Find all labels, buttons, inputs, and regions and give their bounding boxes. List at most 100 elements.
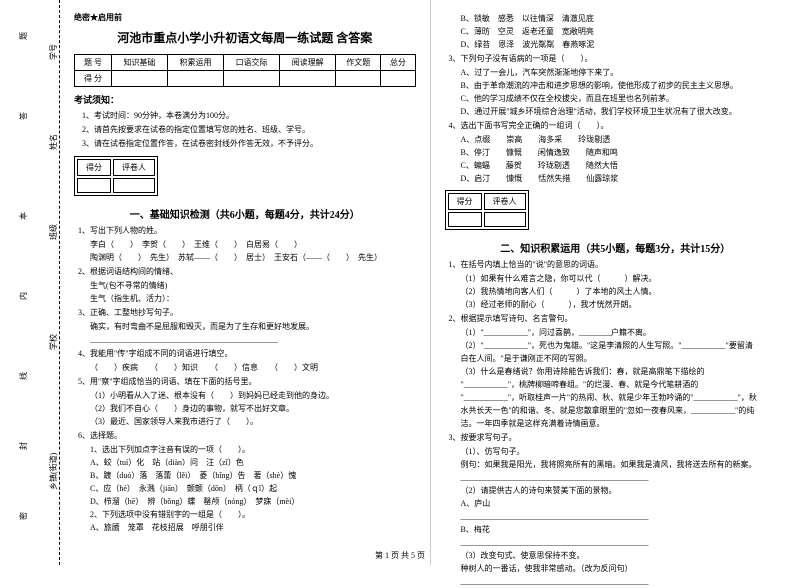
td-blank-3[interactable] [224,71,280,87]
td-blank-4[interactable] [280,71,336,87]
q6d: C、应（hé） 永溅（jiān） 颤颤（dōn） 柄（ｑǐ）起 [90,483,416,495]
sb-blank-1[interactable] [77,178,111,193]
rq3: 3、下列句子没有语病的一项是（ ）。 [445,53,787,65]
td-blank-1[interactable] [111,71,167,87]
sb-blank-2[interactable] [113,178,155,193]
p2q2g: 水共长天一色"的和谐、冬、就是您散拿眼里的"忽如一夜春风来，__________… [461,405,787,417]
q3a: 确实，有时弯曲不是屈服和毁灭，而是为了生存和更好地发展。 [90,321,416,333]
sb2-blank-1[interactable] [448,212,482,227]
q5b: （2）我们不自心（ ）身边的事物，就写不出好文章。 [90,403,416,415]
exam-title: 河池市重点小学小升初语文每周一练试题 含答案 [74,29,416,46]
scorebox-2: 得分评卷人 [445,190,529,230]
td-score: 得 分 [75,71,112,87]
p2q3b: 例句：如果我是阳光，我将照亮所有的黑暗。如果我是清风，我将送去所有的新案。 [461,459,787,471]
seal-char-7: 密 [18,512,29,520]
p2q2h: 洁。一年四季就是这样充满着诗情画意。 [461,418,787,430]
p2q2: 2、根据提示填写诗句、名言警句。 [445,313,787,325]
notice-3: 3、请在试卷指定位置作答，在试卷密封线外作答无效，不予评分。 [74,138,416,149]
p2q1b: （2）我热情地向客人们（ ）了本地的风土人情。 [461,286,787,298]
p2q2c: 白在人间。"是于谦刚正不阿的写照。 [461,353,787,365]
th-accum: 积累运用 [167,55,223,71]
q2b: 生气（指生机、活力）： [90,293,416,305]
q5: 5、用"察"字组成恰当的词语、填在下面的括号里。 [74,376,416,388]
p2q3g: B、梅花 [461,524,787,536]
th-num: 题 号 [75,55,112,71]
sb2-grader: 评卷人 [484,193,526,210]
rq4b: B、停汀 慷慨 闲情逸致 随声和鸣 [461,147,787,159]
margin-label-id: 学号 [48,44,59,60]
rq3d: D、通过开展"城乡环境综合治理"活动，我们学校环境卫生状况有了很大改变。 [461,106,787,118]
q6e: D、栉溜（hē） 辨（bǒng）蝶 罄颅（nóng） 梦寐（mèi） [90,496,416,508]
rq4a: A、点缀 崇高 海多采 玲珑剔透 [461,134,787,146]
rq4: 4、选出下面书写完全正确的一组词（ ）。 [445,120,787,132]
part2-title: 二、知识积累运用（共5小题，每题3分，共计15分） [445,240,787,255]
p2q3a: （1）、仿写句子。 [461,446,787,458]
th-basic: 知识基础 [111,55,167,71]
rq3c: C、他的学习成绩不仅在全校拔尖，而且在班里也名列前茅。 [461,93,787,105]
td-blank-2[interactable] [167,71,223,87]
q6c: B、踱（duó）落 落蕾（lěi） 菱（bǐng）告 著（shè）愧 [90,470,416,482]
rd: D、绿苔 恩泽 波光粼粼 春燕啄泥 [461,39,787,51]
sb2-score: 得分 [448,193,482,210]
margin-label-town: 乡镇(街道) [48,453,59,490]
th-read: 阅读理解 [280,55,336,71]
secret-label: 绝密★启用前 [74,12,416,23]
rq3a: A、过了一会儿，汽车突然渐渐地停下来了。 [461,67,787,79]
margin-label-class: 班级 [48,224,59,240]
p2q2d: （3）什么是春绪说？你用诗除能告诉我们：春，就是高鼎笔下描绘的 [461,366,787,378]
q1b: 陶渊明（ ） 先生） 苏轼——（ ） 居士） 王安石（——（ ） 先生） [90,252,416,264]
td-blank-5[interactable] [336,71,381,87]
q6b: A、蛟（tuí）化 站（diàn）问 汪（zǐ）色 [90,457,416,469]
rq4d: D、启汀 慷慨 恬然失措 仙露琼浆 [461,173,787,185]
p2q3h: ________________________________________… [461,537,787,549]
notice-2: 2、请首先按要求在试卷的指定位置填写您的姓名、班级、学号。 [74,124,416,135]
p2q2f: "___________"，听取桂声一片"的热闹、秋、就是少年王勃吟诵的"___… [461,392,787,404]
q6g: A、旅靥 笼罩 花枝招展 呼朋引伴 [90,522,416,534]
th-total: 总分 [381,55,415,71]
p2q3f: ________________________________________… [461,511,787,523]
score-header-row: 题 号 知识基础 积累运用 口语交际 阅读理解 作文题 总分 [75,55,416,71]
p2q2b: （2）"___________"，死也为鬼雄。"这是李清照的人生写照。"____… [461,340,787,352]
seal-char-2: 答 [18,112,29,120]
score-table: 题 号 知识基础 积累运用 口语交际 阅读理解 作文题 总分 得 分 [74,54,416,87]
p2q1c: （3）经过老师的耐心（ ），我才恍然开朗。 [461,299,787,311]
notice-title: 考试须知： [74,93,416,106]
part1-title: 一、基础知识检测（共6小题，每题4分，共计24分） [74,206,416,221]
p2q2a: （1）"___________"，问过喜鹊，________户籍不离。 [461,327,787,339]
seal-char-4: 内 [18,292,29,300]
q4a: （ ）疾病 （ ）知识 （ ）信息 （ ）文明 [90,362,416,374]
p2q3e: A、庐山 [461,498,787,510]
q5a: （1）小明看从入了迷、根本没有（ ）到妈妈已经走到他的身边。 [90,390,416,402]
q2: 2、根据词语结构间的情绪、 [74,266,416,278]
seal-char-3: 本 [18,212,29,220]
q5c: （3）最近、国家领导人来我市进行了（ ）。 [90,416,416,428]
page-container: 学号 姓名 班级 学校 乡镇(街道) 题 答 本 内 线 封 密 绝密★启用前 … [0,0,800,565]
q3b: ________________________________________… [90,334,416,346]
binding-margin: 学号 姓名 班级 学校 乡镇(街道) 题 答 本 内 线 封 密 [0,0,60,565]
content-area: 绝密★启用前 河池市重点小学小升初语文每周一练试题 含答案 题 号 知识基础 积… [60,0,800,565]
notice-1: 1、考试时间：90分钟，本卷满分为100分。 [74,110,416,121]
td-blank-6[interactable] [381,71,415,87]
q3: 3、正确、工整地抄写句子。 [74,307,416,319]
sb-grader: 评卷人 [113,159,155,176]
p2q1: 1、在括号内填上恰当的"说"的意思的词语。 [445,259,787,271]
sb2-blank-2[interactable] [484,212,526,227]
p2q3k: ________________________________________… [461,576,787,588]
q6f: 2、下列选项中没有错别字的一组是（ ）。 [90,509,416,521]
page-footer: 第 1 页 共 5 页 [0,550,800,561]
rb: B、锁敏 感悉 以往情深 清澈见底 [461,13,787,25]
left-column: 绝密★启用前 河池市重点小学小升初语文每周一练试题 含答案 题 号 知识基础 积… [60,0,431,565]
p2q3: 3、按要求写句子。 [445,432,787,444]
sb-score: 得分 [77,159,111,176]
q6a: 1、选出下列加点字注音有误的一项（ ）。 [90,444,416,456]
q1: 1、写出下列人物的姓。 [74,225,416,237]
rc: C、薄昉 空灵 返老还童 宽敞明亮 [461,26,787,38]
q1a: 李白（ ） 李贺（ ） 王维（ ） 白居易（ ） [90,239,416,251]
margin-label-name: 姓名 [48,134,59,150]
right-column: B、锁敏 感悉 以往情深 清澈见底 C、薄昉 空灵 返老还童 宽敞明亮 D、绿苔… [431,0,800,565]
seal-char-6: 封 [18,442,29,450]
scorebox-1: 得分评卷人 [74,156,158,196]
th-essay: 作文题 [336,55,381,71]
q2a: 生气(包不寻常的情绪) [90,280,416,292]
seal-char-5: 线 [18,372,29,380]
